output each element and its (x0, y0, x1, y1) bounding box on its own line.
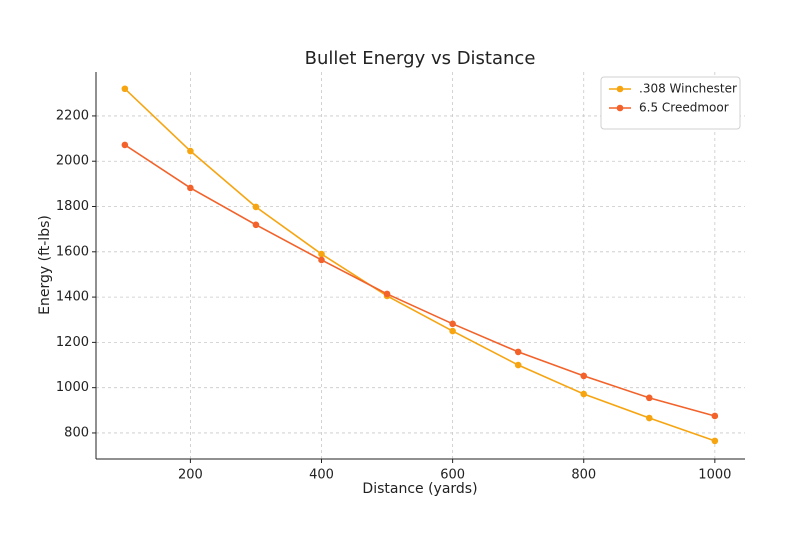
data-point (514, 348, 522, 356)
x-tick-label: 1000 (698, 468, 731, 483)
data-point (187, 184, 194, 192)
series-line (124, 144, 716, 417)
data-point (318, 256, 325, 264)
data-point (711, 437, 719, 445)
legend-marker (616, 104, 624, 112)
y-tick-label: 800 (64, 425, 89, 440)
data-point (252, 203, 260, 211)
x-tick-label: 400 (309, 468, 334, 483)
data-point (121, 141, 129, 149)
legend-marker (616, 85, 624, 93)
y-tick-label: 1400 (56, 290, 89, 305)
data-point (580, 372, 588, 380)
data-point (383, 290, 391, 298)
y-tick-label: 1800 (56, 199, 89, 214)
data-point (252, 221, 260, 229)
y-axis-label: Energy (ft-lbs) (37, 215, 53, 315)
y-tick-label: 1600 (56, 244, 89, 259)
x-tick-label: 600 (440, 468, 465, 483)
data-point (645, 394, 653, 402)
y-tick-label: 2000 (56, 154, 89, 169)
data-point (121, 85, 129, 93)
data-point (449, 327, 456, 335)
y-tick-label: 1000 (56, 380, 89, 395)
y-tick-label: 1200 (56, 335, 89, 350)
legend-box (600, 76, 741, 130)
y-tick-label: 2200 (56, 108, 89, 123)
x-tick-label: 200 (178, 468, 203, 483)
data-point (711, 412, 719, 420)
legend-label: 6.5 Creedmoor (639, 101, 729, 115)
data-point (514, 361, 522, 369)
x-axis-label: Distance (yards) (362, 481, 477, 497)
x-tick-label: 800 (571, 468, 596, 483)
data-point (645, 414, 653, 422)
data-point (580, 390, 588, 398)
data-point (187, 147, 194, 155)
data-point (449, 320, 456, 328)
data-point (318, 250, 325, 258)
series-line (124, 88, 716, 442)
legend-label: .308 Winchester (639, 82, 737, 96)
chart-title: Bullet Energy vs Distance (305, 48, 536, 69)
